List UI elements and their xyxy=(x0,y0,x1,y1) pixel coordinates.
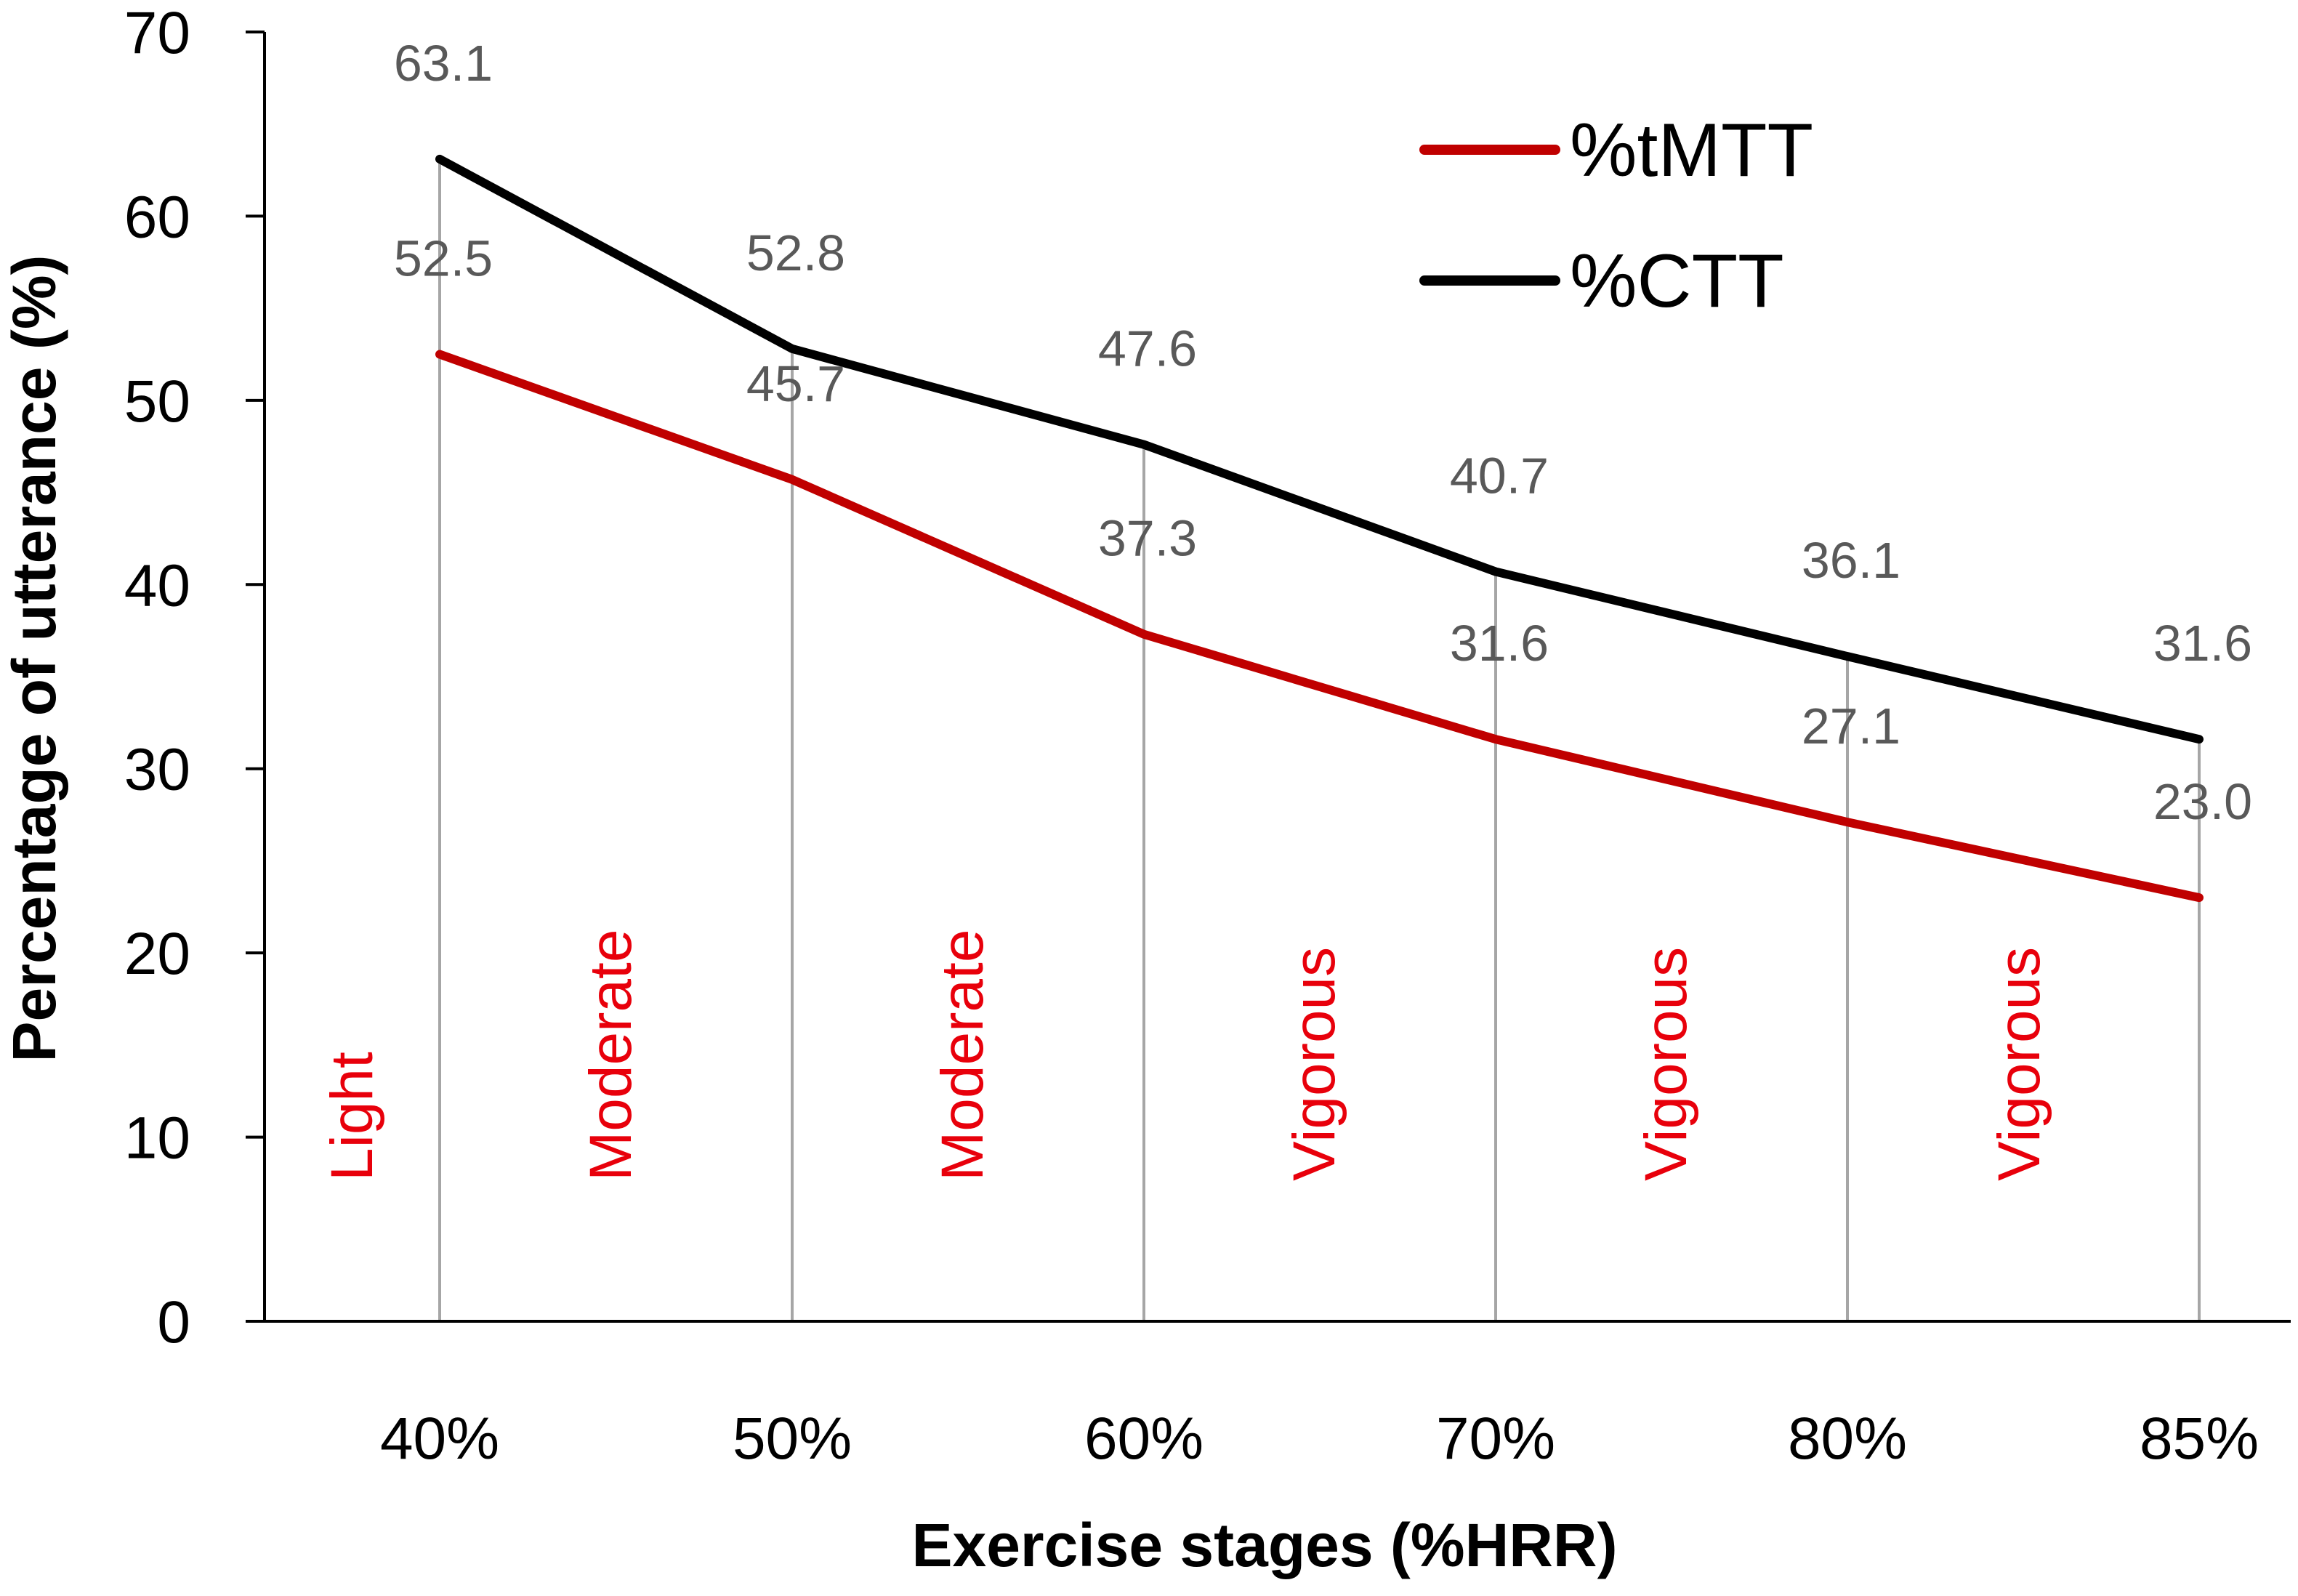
intensity-label: Moderate xyxy=(578,930,644,1181)
y-axis: 0 10 20 30 40 50 60 70 xyxy=(124,0,266,1355)
x-tick-label: 70% xyxy=(1436,1406,1555,1472)
legend-label-tmtt: %tMTT xyxy=(1570,108,1813,193)
series-line-tmtt xyxy=(435,350,2204,903)
legend: %tMTT %CTT xyxy=(1419,108,1813,323)
data-label: 27.1 xyxy=(1802,698,1900,754)
drop-lines xyxy=(438,158,2201,1321)
series-lines xyxy=(435,154,2204,903)
intensity-label: Light xyxy=(319,1052,385,1181)
data-label: 36.1 xyxy=(1802,532,1900,589)
data-label: 40.7 xyxy=(1450,448,1549,504)
data-label: 23.0 xyxy=(2153,773,2252,830)
y-tick-label: 60 xyxy=(124,184,190,250)
data-label: 45.7 xyxy=(746,355,845,412)
intensity-label: Moderate xyxy=(930,930,996,1181)
y-tick-label: 40 xyxy=(124,552,190,618)
x-tick-label: 80% xyxy=(1788,1406,1907,1472)
data-label: 63.1 xyxy=(394,35,493,92)
x-tick-label: 50% xyxy=(733,1406,852,1472)
data-labels: 52.5 45.7 37.3 31.6 27.1 23.0 63.1 52.8 47.6 40.7… xyxy=(394,35,2252,830)
x-axis: 40% 50% 60% 70% 80% 85% xyxy=(265,1320,2291,1472)
data-label: 52.5 xyxy=(394,230,493,287)
y-tick-label: 50 xyxy=(124,368,190,435)
intensity-label: Vigorous xyxy=(1633,947,1699,1181)
y-tick-label: 0 xyxy=(157,1289,190,1355)
series-line-ctt xyxy=(435,154,2204,744)
intensity-labels: Light Moderate Moderate Vigorous Vigorous Vig… xyxy=(319,930,2052,1181)
data-label: 31.6 xyxy=(2153,615,2252,672)
y-axis-title: Percentage of utterance (%) xyxy=(0,255,68,1063)
data-label: 52.8 xyxy=(746,225,845,281)
y-tick-label: 30 xyxy=(124,737,190,803)
intensity-label: Vigorous xyxy=(1281,947,1347,1181)
data-label: 47.6 xyxy=(1098,321,1197,377)
intensity-label: Vigorous xyxy=(1986,947,2052,1181)
x-tick-label: 60% xyxy=(1084,1406,1204,1472)
x-axis-title: Exercise stages (%HRR) xyxy=(911,1511,1617,1579)
legend-label-ctt: %CTT xyxy=(1570,239,1784,323)
x-tick-label: 85% xyxy=(2140,1406,2259,1472)
data-label: 31.6 xyxy=(1450,615,1549,672)
data-label: 37.3 xyxy=(1098,510,1197,567)
y-tick-label: 10 xyxy=(124,1105,190,1172)
x-tick-label: 40% xyxy=(380,1406,499,1472)
y-tick-label: 20 xyxy=(124,921,190,987)
y-tick-label: 70 xyxy=(124,0,190,66)
